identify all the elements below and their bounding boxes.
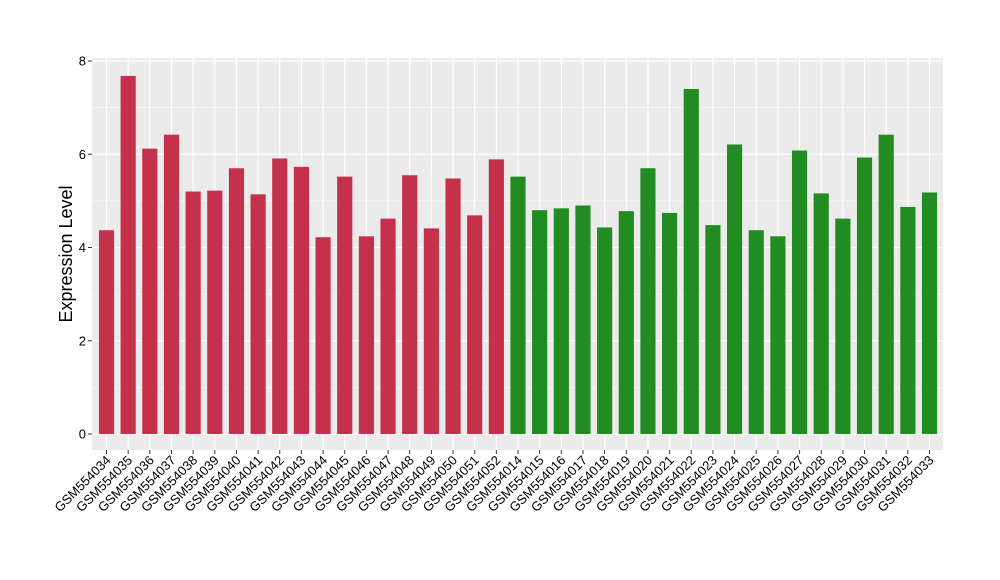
bar-GSM554023 <box>705 225 721 434</box>
y-axis: 0 2 4 6 8 <box>79 54 92 442</box>
bar-GSM554040 <box>228 168 245 435</box>
y-axis-title: Expression Level <box>56 185 76 322</box>
bar-GSM554047 <box>380 218 396 434</box>
bar-GSM554015 <box>532 210 548 434</box>
bar-GSM554019 <box>618 211 634 434</box>
bars <box>98 75 938 435</box>
bar-GSM554033 <box>921 192 938 434</box>
bar-GSM554043 <box>293 166 310 434</box>
bar-GSM554037 <box>163 134 180 435</box>
bar-GSM554052 <box>488 159 504 434</box>
y-tick-label: 2 <box>79 333 86 348</box>
y-tick-label: 6 <box>79 147 86 162</box>
bar-GSM554014 <box>510 176 526 434</box>
bar-GSM554032 <box>900 206 916 434</box>
bar-GSM554036 <box>142 148 158 434</box>
bar-GSM554048 <box>402 175 418 434</box>
bar-GSM554038 <box>185 191 201 434</box>
bar-GSM554018 <box>597 227 613 434</box>
bar-GSM554045 <box>337 176 353 434</box>
bar-GSM554016 <box>553 208 569 434</box>
bar-GSM554051 <box>467 215 483 434</box>
bar-GSM554041 <box>250 194 266 434</box>
bar-GSM554021 <box>662 212 678 434</box>
bar-GSM554044 <box>315 237 331 434</box>
y-tick-label: 8 <box>79 54 86 69</box>
bar-GSM554039 <box>207 190 223 434</box>
bar-GSM554026 <box>770 236 786 434</box>
bar-GSM554050 <box>445 178 461 434</box>
bar-GSM554028 <box>813 193 829 434</box>
bar-GSM554022 <box>683 88 699 434</box>
bar-GSM554030 <box>856 157 873 435</box>
x-axis: GSM554034GSM554035GSM554036GSM554037GSM5… <box>51 450 937 515</box>
bar-GSM554027 <box>791 150 808 434</box>
bar-GSM554034 <box>98 230 115 434</box>
bar-GSM554046 <box>358 236 374 434</box>
bar-GSM554024 <box>726 144 743 435</box>
y-tick-label: 4 <box>79 240 86 255</box>
bar-GSM554017 <box>575 205 591 434</box>
bar-GSM554035 <box>120 75 136 435</box>
bar-GSM554020 <box>640 168 656 435</box>
bar-GSM554025 <box>748 230 764 434</box>
bar-GSM554031 <box>878 134 894 435</box>
bar-GSM554049 <box>423 228 439 434</box>
bar-GSM554042 <box>272 158 288 435</box>
y-tick-label: 0 <box>79 427 86 442</box>
bar-GSM554029 <box>835 218 851 434</box>
